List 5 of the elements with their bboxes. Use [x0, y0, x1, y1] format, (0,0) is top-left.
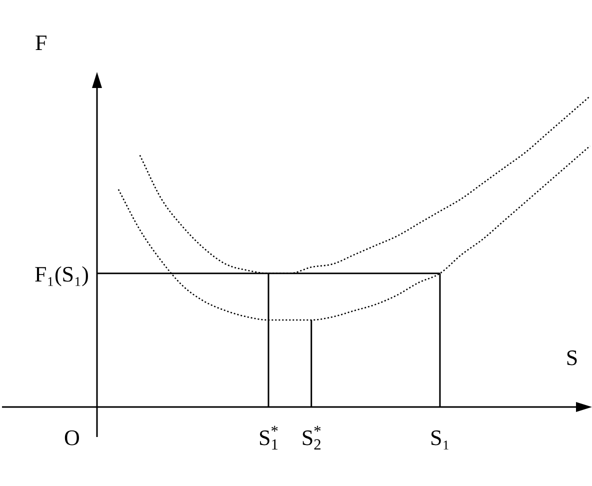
- ref-line-label: F₁(S₁): [34, 261, 90, 286]
- x-tick-label: S₁: [430, 425, 450, 450]
- text: O: [64, 425, 80, 450]
- y-axis-title: F: [35, 30, 48, 55]
- x-axis-title: S: [566, 345, 578, 370]
